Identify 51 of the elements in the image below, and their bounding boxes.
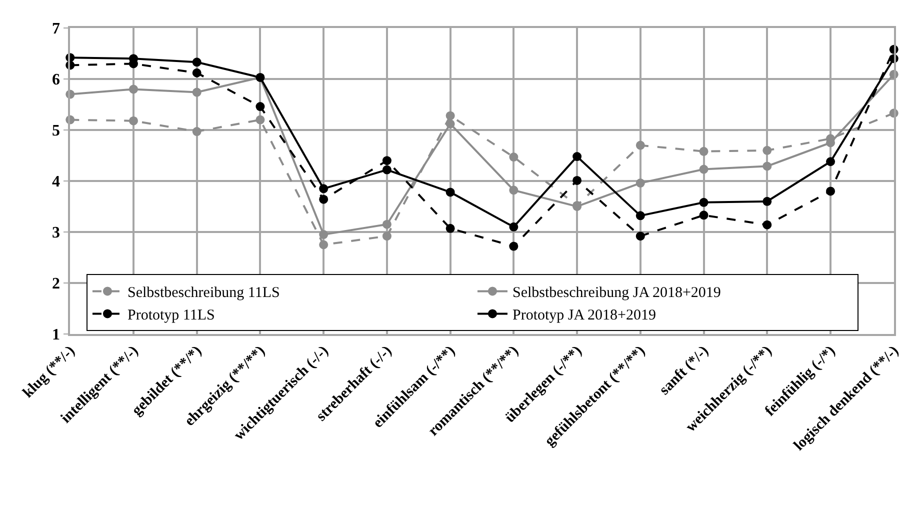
point xyxy=(762,162,772,171)
point xyxy=(699,164,708,174)
point xyxy=(762,196,772,206)
legend-label: Prototyp 11LS xyxy=(127,308,215,324)
point xyxy=(509,152,518,162)
point xyxy=(446,111,455,120)
legend-label: Prototyp JA 2018+2019 xyxy=(512,308,656,324)
point xyxy=(319,194,328,204)
y-tick-label: 1 xyxy=(52,326,60,344)
point xyxy=(509,186,518,195)
y-tick-label: 3 xyxy=(52,224,60,242)
point xyxy=(256,102,265,112)
y-tick-label: 5 xyxy=(52,122,60,140)
point xyxy=(762,220,772,230)
point xyxy=(762,146,772,155)
point xyxy=(636,211,645,220)
point xyxy=(192,68,202,78)
point xyxy=(509,222,518,232)
y-tick-label: 4 xyxy=(52,174,60,191)
legend-label: Selbstbeschreibung 11LS xyxy=(127,285,280,302)
y-tick-label: 2 xyxy=(52,276,60,293)
y-tick-label: 6 xyxy=(52,72,60,89)
point xyxy=(192,58,202,67)
point xyxy=(572,176,582,185)
point xyxy=(636,178,645,188)
point xyxy=(572,152,582,162)
point xyxy=(382,156,392,166)
point xyxy=(382,165,392,174)
point xyxy=(128,84,138,94)
point xyxy=(826,157,836,166)
point xyxy=(128,116,138,126)
point xyxy=(319,230,328,240)
point xyxy=(509,242,518,251)
point xyxy=(382,232,392,241)
point xyxy=(256,115,265,124)
point xyxy=(319,240,328,250)
point xyxy=(446,119,455,128)
point xyxy=(826,186,836,196)
point xyxy=(636,140,645,150)
point xyxy=(192,88,202,97)
point xyxy=(192,127,202,136)
point xyxy=(636,232,645,241)
point xyxy=(699,198,708,207)
point xyxy=(446,188,455,197)
point xyxy=(446,224,455,233)
point xyxy=(699,210,708,220)
y-tick-label: 7 xyxy=(52,20,60,38)
legend-label: Selbstbeschreibung JA 2018+2019 xyxy=(512,285,721,302)
point xyxy=(699,146,708,156)
point xyxy=(382,220,392,229)
point xyxy=(319,184,328,194)
